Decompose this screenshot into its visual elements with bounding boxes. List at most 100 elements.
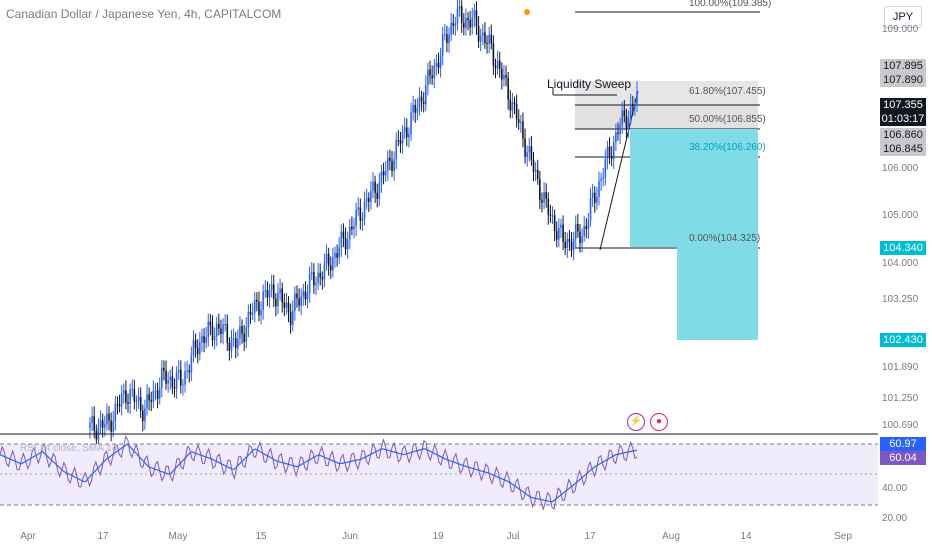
candle-body (604, 159, 607, 178)
candle-body (256, 299, 258, 302)
record-icon[interactable]: ● (650, 413, 668, 431)
candle-body (120, 393, 123, 407)
candle-body (370, 190, 372, 202)
price-tick: 109.000 (882, 24, 919, 35)
candle-body (332, 257, 334, 271)
candle-body (393, 159, 395, 171)
candle-body (310, 272, 313, 274)
candle-body (425, 85, 427, 105)
candle-body (161, 367, 163, 388)
candle-body (515, 103, 518, 120)
candle-body (596, 197, 598, 203)
candle-body (593, 192, 596, 203)
candle-body (465, 17, 467, 28)
candle-body (378, 182, 381, 199)
x-tick: Aug (662, 531, 680, 542)
candle-body (549, 214, 552, 216)
candle-body (583, 226, 586, 237)
candle-body (568, 238, 571, 243)
candle-body (587, 220, 590, 229)
candle-body (338, 247, 341, 258)
candle-body (357, 207, 360, 210)
candle-body (116, 403, 119, 405)
candle-body (279, 288, 281, 293)
candle-body (401, 132, 404, 144)
candle-body (348, 226, 351, 240)
candle-body (450, 22, 452, 35)
x-tick: May (168, 531, 188, 542)
candle-body (342, 231, 345, 238)
lightning-icon[interactable]: ⚡ (627, 413, 645, 431)
fib-618-label: 61.80%(107.455) (689, 86, 766, 97)
candle-body (222, 324, 224, 335)
candle-body (612, 142, 615, 159)
target-zone-extension (677, 247, 758, 340)
candle-body (412, 104, 414, 113)
candle-body (386, 157, 389, 172)
countdown-tag: 01:03:17 (880, 112, 926, 126)
candle-body (380, 171, 383, 183)
candle-body (621, 110, 624, 125)
price-tick: 101.250 (882, 393, 919, 404)
rsi-line (0, 435, 638, 511)
candle-body (448, 34, 450, 44)
candle-body (382, 171, 385, 176)
candle-body (463, 22, 465, 28)
candle-body (91, 416, 93, 423)
candle-body (296, 293, 298, 299)
candle-body (228, 342, 231, 351)
candle-body (420, 96, 423, 102)
candle-body (577, 223, 579, 232)
candle-body (150, 400, 153, 403)
candle-body (209, 321, 212, 326)
candle-body (610, 155, 613, 159)
x-tick: 14 (740, 531, 752, 542)
x-tick: 17 (584, 531, 596, 542)
currency-selector[interactable]: JPY (884, 6, 922, 28)
candle-body (353, 226, 355, 230)
candle-body (619, 124, 621, 135)
candle-body (211, 325, 214, 341)
candle-body (534, 169, 537, 172)
candle-body (416, 107, 419, 113)
candle-body (144, 408, 146, 422)
trend-line (599, 90, 639, 251)
price-tag-high2: 107.890 (880, 73, 926, 87)
candle-body (207, 321, 210, 338)
candle-body (636, 91, 638, 106)
candle-body (585, 226, 588, 229)
candle-body (232, 338, 235, 340)
candle-body (530, 146, 533, 160)
candle-body (444, 34, 446, 36)
candle-body (234, 338, 237, 349)
fib-50-label: 50.00%(106.855) (689, 114, 766, 125)
candle-body (97, 427, 100, 440)
candle-body (245, 327, 248, 342)
candle-body (391, 160, 393, 171)
candle-body (532, 159, 535, 172)
candle-body (536, 169, 539, 179)
price-tick: 101.890 (882, 362, 919, 373)
candle-body (251, 312, 254, 315)
candle-body (543, 192, 545, 203)
candle-body (152, 390, 155, 403)
candle-body (617, 132, 619, 135)
candle-body (606, 146, 609, 160)
candle-body (205, 337, 207, 343)
candle-body (452, 22, 455, 26)
candle-body (319, 272, 322, 278)
candle-body (137, 397, 140, 401)
candle-body (112, 421, 115, 432)
candle-body (262, 291, 264, 310)
candle-body (591, 192, 594, 198)
candle-body (446, 34, 448, 44)
candle-body (230, 339, 233, 351)
rsi-series (0, 435, 638, 511)
candle-body (247, 311, 250, 328)
candle-body (148, 394, 150, 401)
candle-body (199, 341, 201, 355)
x-tick: 15 (255, 531, 267, 542)
candle-body (182, 384, 184, 386)
candle-body (545, 192, 547, 199)
